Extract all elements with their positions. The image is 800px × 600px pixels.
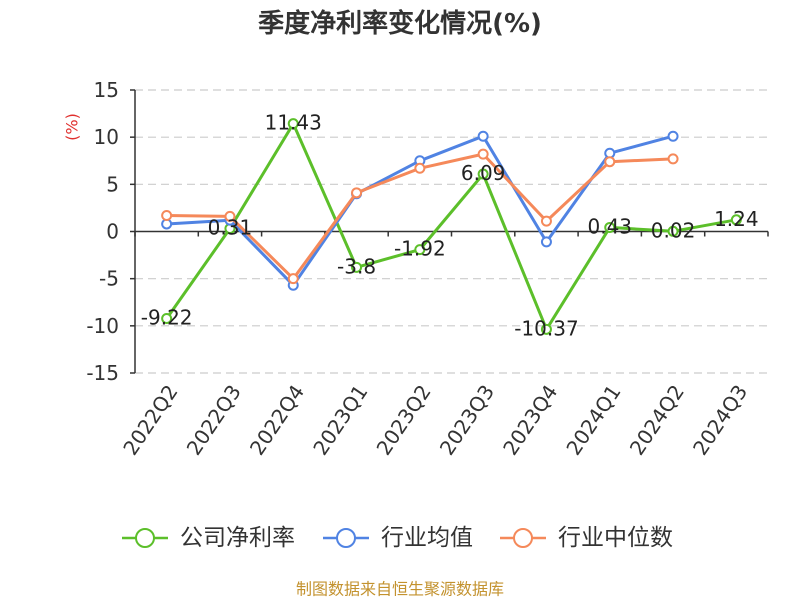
series-0-data-label: 0.43 [587,214,632,238]
legend-item-series-1[interactable]: 行业均值 [323,525,473,551]
y-tick-label: -5 [99,267,119,291]
x-tick-label: 2023Q1 [308,380,372,459]
x-tick-label: 2024Q1 [561,380,625,459]
legend: 公司净利率 行业均值 行业中位数 [122,525,673,551]
legend-label: 公司净利率 [180,525,295,551]
series-0-point [351,261,363,273]
series-2-point [351,187,363,199]
legend-item-series-2[interactable]: 行业中位数 [500,525,673,551]
x-tick-label: 2023Q4 [498,380,562,459]
series-0-point [730,214,742,226]
source-footer: 制图数据来自恒生聚源数据库 [296,580,504,599]
series-0-point [477,168,489,180]
series-0-data-label: 0.02 [651,218,696,242]
series-0-data-label: 11.43 [265,111,322,135]
x-tick-label: 2024Q3 [688,380,752,459]
series-0-point [667,225,679,237]
series-0-data-label: 1.24 [714,207,759,231]
legend-marker-icon [336,528,356,548]
series-0-data-label: -1.92 [394,237,446,261]
series-1-point [540,236,552,248]
series-2-point [287,273,299,285]
legend-item-series-0[interactable]: 公司净利率 [122,525,295,551]
series-2-point [540,215,552,227]
x-tick-label: 2022Q4 [245,380,309,459]
series-2-point [224,210,236,222]
series-2-point [161,209,173,221]
series-0-point [540,323,552,335]
series-2-point [604,156,616,168]
series-2-point [667,153,679,165]
y-axis-label: (%) [63,113,82,141]
legend-label: 行业中位数 [558,525,673,551]
series-0-data-label: -3.8 [337,254,376,278]
y-tick-label: -10 [86,314,119,338]
legend-label: 行业均值 [381,525,473,551]
y-tick-label: -15 [86,361,119,385]
series-0-data-label: 0.31 [208,216,253,240]
series-0-point [414,244,426,256]
legend-marker-icon [513,528,533,548]
y-tick-label: 5 [106,172,119,196]
y-tick-label: 0 [106,220,119,244]
series-0-point [604,221,616,233]
series-2-point [477,148,489,160]
series-1-point [667,130,679,142]
y-axis-tick-labels: 15 10 5 0 -5 -10 -15 [86,78,119,385]
x-axis-tick-labels: 2022Q2 2022Q3 2022Q4 2023Q1 2023Q2 2023Q3 2023… [118,380,752,459]
series-0-point [161,312,173,324]
x-tick-label: 2023Q3 [435,380,499,459]
series-0-point [287,118,299,130]
series-0-data-label: -9.22 [141,305,193,329]
series-2-point [414,162,426,174]
data-labels: -9.22 0.31 11.43 -3.8 -1.92 6.09 -10.37 0.43 0.0… [141,111,759,341]
y-tick-label: 15 [94,78,119,102]
x-tick-label: 2023Q2 [372,380,436,459]
grid-lines [135,89,768,374]
y-tick-label: 10 [94,125,119,149]
series-0-data-label: -10.37 [514,316,578,340]
series-layer [161,118,742,335]
chart-title: 季度净利率变化情况(%) [258,8,542,39]
x-tick-label: 2022Q3 [182,380,246,459]
x-tick-label: 2022Q2 [118,380,182,459]
series-0-data-label: 6.09 [461,161,506,185]
series-1-point [477,130,489,142]
series-0-line [165,122,738,331]
x-tick-label: 2024Q2 [625,380,689,459]
legend-marker-icon [135,528,155,548]
